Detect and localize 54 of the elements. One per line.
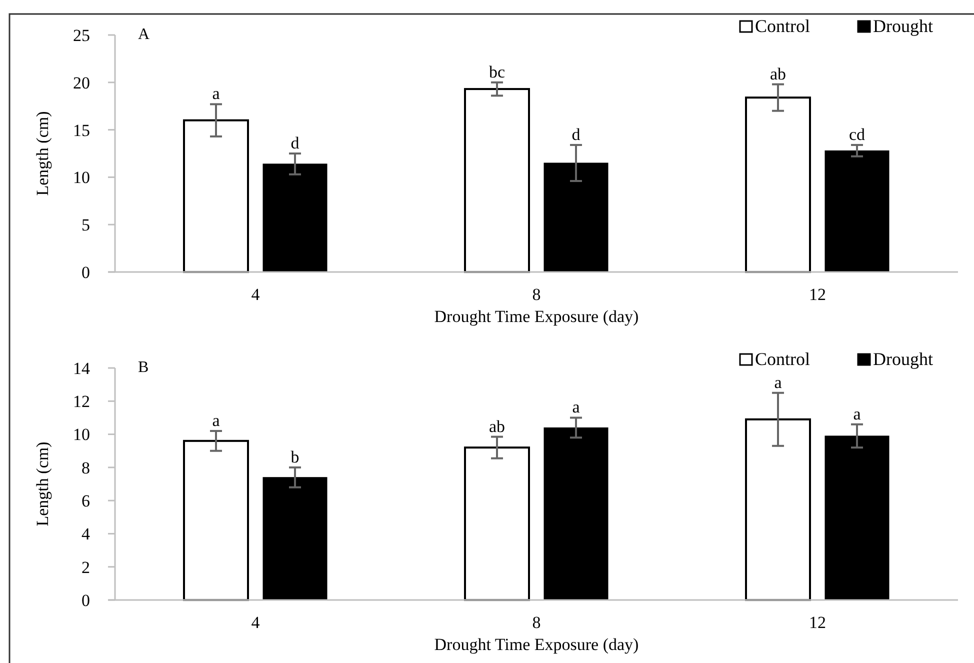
bar xyxy=(464,446,530,601)
bar xyxy=(544,427,608,600)
y-tick-label: 5 xyxy=(82,216,90,235)
bar xyxy=(824,436,890,600)
y-tick-label: 0 xyxy=(82,590,90,610)
x-tick-label: 12 xyxy=(809,613,826,632)
annotation: cd xyxy=(848,124,866,144)
x-tick-label: 12 xyxy=(809,285,826,304)
annotation: ab xyxy=(770,64,786,84)
y-tick-label: 20 xyxy=(73,73,90,92)
bar xyxy=(824,150,890,272)
x-tick-label: 4 xyxy=(251,613,260,632)
legend-label: Drought xyxy=(873,16,933,36)
chart-title: B xyxy=(138,359,149,376)
annotation: a xyxy=(774,372,782,392)
annotation: d xyxy=(290,134,300,152)
bar xyxy=(183,440,249,601)
x-tick-label: 8 xyxy=(532,285,541,304)
x-axis-title: Drought Time Exposure (day) xyxy=(434,307,639,326)
annotation: a xyxy=(572,398,580,417)
bar xyxy=(544,162,608,272)
y-tick-label: 4 xyxy=(82,524,90,544)
annotation: ab xyxy=(488,416,506,436)
chart-title: A xyxy=(138,26,150,43)
annotation: bc xyxy=(488,62,506,82)
bar xyxy=(464,88,530,273)
y-tick-label: 14 xyxy=(73,358,90,378)
y-axis-title: Length (cm) xyxy=(33,111,52,196)
x-tick-label: 8 xyxy=(532,613,541,632)
y-axis-title: Length (cm) xyxy=(33,442,52,526)
y-tick-label: 10 xyxy=(73,425,90,444)
y-tick-label: 10 xyxy=(73,168,90,188)
annotation: b xyxy=(290,447,300,466)
legend-label: Drought xyxy=(873,349,933,369)
legend-label: Control xyxy=(755,16,810,36)
bar xyxy=(262,164,328,272)
annotation: d xyxy=(572,124,581,144)
y-tick-label: 15 xyxy=(73,120,90,140)
annotation: a xyxy=(853,404,862,424)
legend-label: Control xyxy=(755,349,810,369)
y-tick-label: 2 xyxy=(82,558,90,577)
bar xyxy=(262,477,328,600)
bar xyxy=(183,119,249,273)
annotation: a xyxy=(212,84,220,104)
bar xyxy=(745,418,811,601)
y-tick-label: 8 xyxy=(82,458,90,478)
y-tick-label: 12 xyxy=(73,392,90,412)
y-tick-label: 6 xyxy=(82,492,90,511)
x-axis-title: Drought Time Exposure (day) xyxy=(434,635,639,654)
y-tick-label: 25 xyxy=(73,26,90,45)
y-tick-label: 0 xyxy=(82,262,90,282)
x-tick-label: 4 xyxy=(251,285,260,304)
annotation: a xyxy=(212,410,220,430)
bar xyxy=(745,96,811,273)
